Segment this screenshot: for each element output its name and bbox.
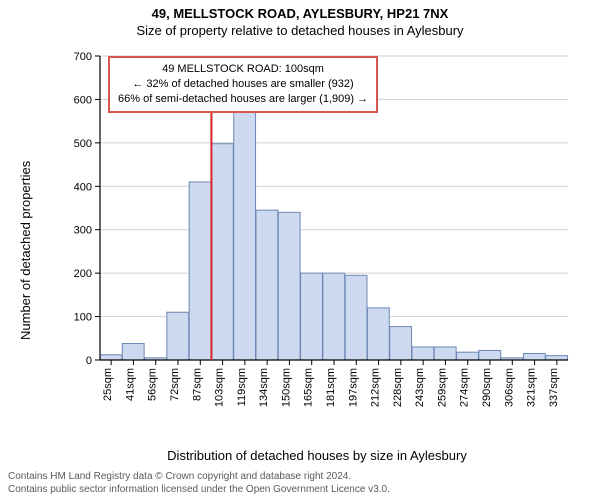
svg-text:228sqm: 228sqm bbox=[392, 368, 404, 407]
svg-text:72sqm: 72sqm bbox=[169, 368, 181, 401]
x-axis-label: Distribution of detached houses by size … bbox=[62, 448, 572, 463]
svg-text:321sqm: 321sqm bbox=[526, 368, 538, 407]
annotation-line3: 66% of semi-detached houses are larger (… bbox=[118, 92, 368, 107]
svg-text:134sqm: 134sqm bbox=[258, 368, 270, 407]
page-title: 49, MELLSTOCK ROAD, AYLESBURY, HP21 7NX bbox=[0, 6, 600, 21]
svg-text:56sqm: 56sqm bbox=[147, 368, 159, 401]
footer-line1: Contains HM Land Registry data © Crown c… bbox=[8, 470, 390, 483]
svg-text:119sqm: 119sqm bbox=[236, 368, 248, 406]
svg-text:259sqm: 259sqm bbox=[436, 368, 448, 407]
svg-text:150sqm: 150sqm bbox=[280, 368, 292, 407]
svg-text:243sqm: 243sqm bbox=[414, 368, 426, 407]
svg-text:290sqm: 290sqm bbox=[481, 368, 493, 407]
svg-text:181sqm: 181sqm bbox=[325, 368, 337, 407]
annotation-line2: ← 32% of detached houses are smaller (93… bbox=[118, 77, 368, 92]
svg-text:500: 500 bbox=[74, 138, 92, 150]
svg-text:103sqm: 103sqm bbox=[214, 368, 226, 407]
svg-text:306sqm: 306sqm bbox=[503, 368, 515, 407]
annotation-line1: 49 MELLSTOCK ROAD: 100sqm bbox=[118, 62, 368, 77]
svg-text:200: 200 bbox=[74, 268, 92, 280]
svg-text:337sqm: 337sqm bbox=[548, 368, 560, 407]
annotation-box: 49 MELLSTOCK ROAD: 100sqm ← 32% of detac… bbox=[108, 56, 378, 113]
svg-text:212sqm: 212sqm bbox=[370, 368, 382, 407]
svg-text:700: 700 bbox=[74, 51, 92, 63]
svg-text:600: 600 bbox=[74, 94, 92, 106]
page-subtitle: Size of property relative to detached ho… bbox=[0, 23, 600, 38]
svg-text:197sqm: 197sqm bbox=[347, 368, 359, 407]
y-axis-label: Number of detached properties bbox=[18, 161, 33, 340]
svg-text:400: 400 bbox=[74, 181, 92, 193]
footer-attribution: Contains HM Land Registry data © Crown c… bbox=[8, 470, 390, 496]
footer-line2: Contains public sector information licen… bbox=[8, 483, 390, 496]
svg-text:274sqm: 274sqm bbox=[459, 368, 471, 407]
svg-text:41sqm: 41sqm bbox=[124, 368, 136, 401]
svg-text:87sqm: 87sqm bbox=[191, 368, 203, 401]
svg-text:165sqm: 165sqm bbox=[303, 368, 315, 407]
svg-text:100: 100 bbox=[74, 312, 92, 324]
svg-text:300: 300 bbox=[74, 225, 92, 237]
svg-text:25sqm: 25sqm bbox=[102, 368, 114, 401]
svg-text:0: 0 bbox=[86, 355, 92, 367]
